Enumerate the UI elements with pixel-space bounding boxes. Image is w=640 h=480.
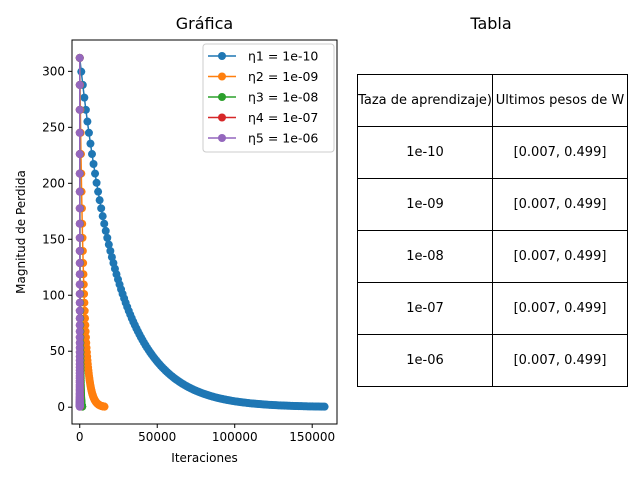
series-1-point: [103, 233, 112, 242]
plot-series-layer: [75, 53, 329, 411]
series-5-point: [75, 219, 84, 228]
weights-table: η (Taza de aprendizaje) Ultimos pesos de…: [357, 74, 628, 387]
weights-table-panel: η (Taza de aprendizaje) Ultimos pesos de…: [357, 74, 628, 387]
y-tick-label: 200: [42, 176, 65, 190]
y-tick-label: 0: [57, 400, 65, 414]
series-5-point: [75, 280, 84, 289]
table-row: 1e-10 [0.007, 0.499]: [357, 126, 628, 179]
series-5-point: [75, 321, 84, 330]
table-cell: [0.007, 0.499]: [492, 230, 628, 283]
table-header-row: η (Taza de aprendizaje) Ultimos pesos de…: [357, 74, 628, 127]
series-line-1: [75, 53, 329, 411]
series-5-point: [75, 306, 84, 315]
table-cell: 1e-07: [357, 282, 493, 335]
y-axis-ticks: 0 50 100 150 200 250 300: [42, 64, 72, 414]
series-5-point: [75, 289, 84, 298]
series-1-point: [91, 169, 100, 178]
table-row: 1e-08 [0.007, 0.499]: [357, 230, 628, 283]
series-5-point: [75, 327, 84, 336]
y-tick-label: 150: [42, 232, 65, 246]
legend-swatch-marker: [218, 93, 226, 101]
series-line-5: [75, 53, 84, 411]
header-last-weights: Ultimos pesos de W: [495, 93, 625, 108]
series-1-point: [106, 246, 115, 255]
series-5-point: [75, 402, 84, 411]
table-cell: 1e-10: [357, 126, 493, 179]
legend: η1 = 1e-10 η2 = 1e-09 η3 = 1e-08 η4 = 1e-07…: [202, 43, 335, 153]
x-tick-label: 0: [76, 430, 84, 444]
table-title: Tabla: [469, 14, 511, 33]
y-tick-label: 300: [42, 64, 65, 78]
series-5-point: [75, 204, 84, 213]
series-5-point: [75, 128, 84, 137]
y-tick-label: 50: [50, 344, 65, 358]
series-1-point: [92, 178, 101, 187]
table-cell: 1e-08: [357, 230, 493, 283]
legend-label: η3 = 1e-08: [248, 90, 318, 105]
x-tick-label: 100000: [212, 430, 258, 444]
table-row: 1e-06 [0.007, 0.499]: [357, 334, 628, 387]
table-header-cell: Ultimos pesos de W: [492, 74, 628, 127]
series-5-point: [75, 53, 84, 62]
table-cell: 1e-09: [357, 178, 493, 231]
series-1-point: [81, 105, 90, 114]
series-1-point: [94, 187, 103, 196]
legend-swatch-marker: [218, 113, 226, 122]
header-learning-rate: η (Taza de aprendizaje): [358, 93, 492, 108]
series-1-point: [104, 240, 113, 249]
legend-box: [202, 43, 335, 153]
series-1-point: [98, 212, 107, 221]
y-axis-label: Magnitud de Perdida: [14, 170, 28, 294]
series-1-point: [80, 93, 89, 102]
table-cell: [0.007, 0.499]: [492, 282, 628, 335]
y-tick-label: 100: [42, 288, 65, 302]
legend-swatch-marker: [218, 72, 226, 81]
table-cell: [0.007, 0.499]: [492, 126, 628, 179]
series-1-point: [77, 67, 86, 76]
series-5-point: [75, 298, 84, 307]
series-1-point: [89, 160, 98, 169]
series-1-point: [86, 139, 95, 148]
chart-title: Gráfica: [176, 14, 233, 33]
legend-label: η5 = 1e-06: [248, 131, 318, 146]
series-1-point: [100, 219, 109, 228]
legend-label: η4 = 1e-07: [248, 110, 318, 125]
x-tick-label: 150000: [289, 430, 335, 444]
series-1-point: [320, 402, 329, 411]
series-5-point: [75, 105, 84, 114]
table-row: 1e-07 [0.007, 0.499]: [357, 282, 628, 335]
series-5-point: [75, 187, 84, 196]
y-tick-label: 250: [42, 120, 65, 134]
legend-label: η1 = 1e-10: [248, 49, 318, 64]
table-cell: 1e-06: [357, 334, 493, 387]
table-cell: [0.007, 0.499]: [492, 178, 628, 231]
series-5-point: [75, 246, 84, 255]
series-5-point: [75, 150, 84, 159]
table-header-cell: η (Taza de aprendizaje): [357, 74, 493, 127]
series-1-point: [97, 204, 106, 213]
legend-swatch-marker: [218, 52, 226, 60]
x-axis-ticks: 0 50000 100000 150000: [76, 424, 335, 444]
series-5-point: [75, 169, 84, 178]
series-1-point: [101, 226, 110, 235]
x-tick-label: 50000: [138, 430, 176, 444]
series-1-point: [95, 196, 104, 205]
series-5-point: [75, 233, 84, 242]
plot-frame: [71, 39, 338, 425]
series-2-point: [100, 402, 109, 411]
series-5-point: [75, 270, 84, 279]
legend-label: η2 = 1e-09: [248, 69, 318, 84]
table-cell: [0.007, 0.499]: [492, 334, 628, 387]
series-1-point: [83, 117, 92, 126]
x-axis-label: Iteraciones: [171, 451, 237, 465]
series-1-point: [84, 128, 93, 137]
series-1-point: [87, 150, 96, 159]
series-5-point: [75, 80, 84, 89]
series-5-point: [75, 314, 84, 323]
table-row: 1e-09 [0.007, 0.499]: [357, 178, 628, 231]
legend-swatch-marker: [218, 134, 226, 142]
series-5-point: [75, 259, 84, 268]
